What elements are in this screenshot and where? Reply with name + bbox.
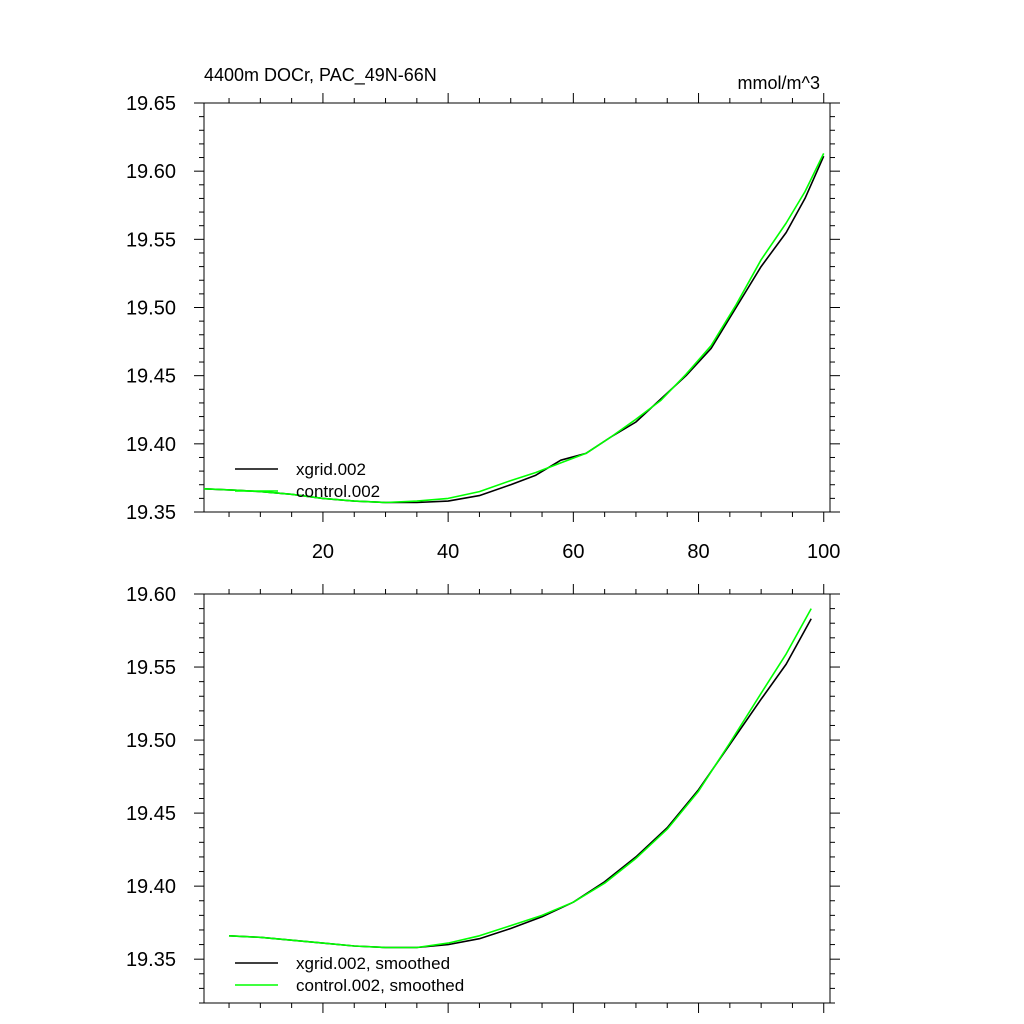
- y-tick-label: 19.60: [126, 161, 176, 183]
- x-tick-label: 60: [562, 541, 584, 563]
- bottom-plot-panel: 19.35 19.40 19.45 19.50 19.55 19.60 xgrid.002,…: [126, 584, 840, 1013]
- y-tick-label: 19.65: [126, 93, 176, 115]
- y-tick-label: 19.55: [126, 229, 176, 251]
- legend-label: xgrid.002, smoothed: [296, 954, 450, 973]
- x-tick-label: 100: [807, 541, 840, 563]
- series-line: [203, 153, 825, 504]
- top-plot-panel: 20 40 60 80 100 19.35 19.40 19.45 19.50 19.55 19.6…: [126, 65, 840, 563]
- legend-label: control.002, smoothed: [296, 976, 464, 995]
- series-line: [228, 608, 812, 949]
- y-tick-label: 19.35: [126, 502, 176, 524]
- x-tick-label: 20: [312, 541, 334, 563]
- legend-label: xgrid.002: [296, 460, 366, 479]
- units-label: mmol/m^3: [738, 73, 820, 93]
- chart-title: 4400m DOCr, PAC_49N-66N: [204, 65, 437, 86]
- y-tick-label: 19.45: [126, 366, 176, 388]
- y-axis-ticks: [194, 102, 840, 513]
- series-line: [228, 618, 812, 949]
- y-tick-label: 19.55: [126, 657, 176, 679]
- y-tick-label: 19.45: [126, 803, 176, 825]
- x-axis-ticks: [228, 93, 825, 522]
- plot-frame: [203, 593, 831, 1004]
- legend-label: control.002: [296, 482, 380, 501]
- y-tick-label: 19.50: [126, 730, 176, 752]
- y-tick-label: 19.35: [126, 949, 176, 971]
- series-line: [203, 155, 825, 504]
- x-tick-label: 40: [437, 541, 459, 563]
- y-tick-label: 19.50: [126, 298, 176, 320]
- y-axis-ticks: [194, 593, 840, 1004]
- x-axis-ticks: [228, 584, 825, 1013]
- x-tick-label: 80: [687, 541, 709, 563]
- y-tick-label: 19.40: [126, 876, 176, 898]
- y-tick-label: 19.40: [126, 434, 176, 456]
- y-tick-label: 19.60: [126, 584, 176, 606]
